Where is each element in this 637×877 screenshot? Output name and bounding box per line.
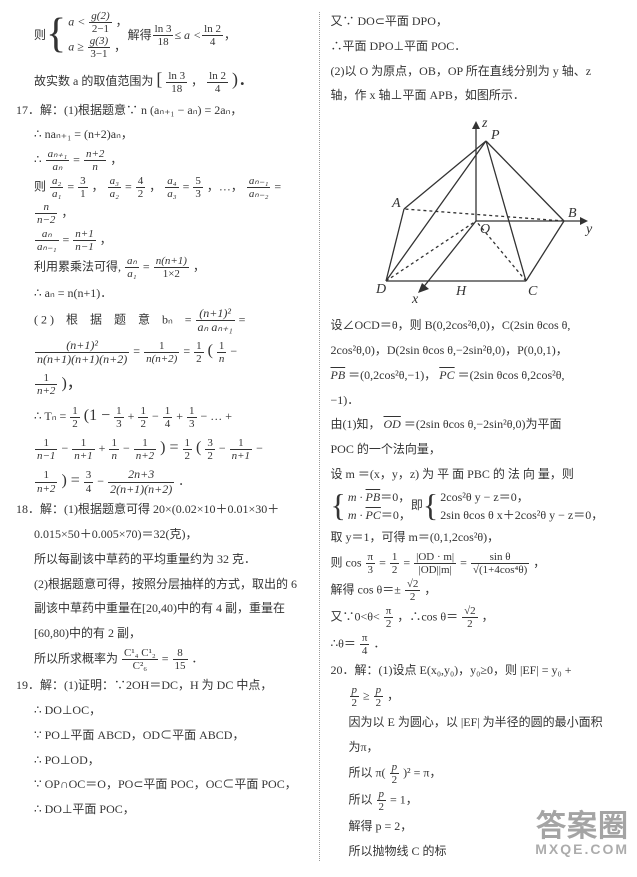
- text-line: 利用累乘法可得, aₙa₁ = n(n+1)1×2 ，: [16, 255, 307, 280]
- text-line: 轴，作 x 轴⊥平面 APB，如图所示．: [331, 84, 622, 107]
- text-line: 解得 cos θ＝± √22 ，: [331, 578, 622, 603]
- text-line: 1n−1 − 1n+1 + 1n − 1n+2 ) = 12 ( 32 − 1n…: [16, 433, 307, 463]
- text-line: 所以所求概率为 C¹₄ C¹₂C²₆ = 815 ．: [16, 647, 307, 672]
- text-line: ∴ DO⊥OC，: [16, 699, 307, 722]
- text-line: 则 cos π3 = 12 = |OD · m||OD||m| = sin θ√…: [331, 551, 622, 576]
- label-C: C: [528, 284, 538, 299]
- text-line: 0.015×50＋0.005×70)＝32(克)，: [16, 523, 307, 546]
- text-line: 1n+2 ) = 34 − 2n+32(n+1)(n+2) ．: [16, 466, 307, 496]
- text-line: ∴ DO⊥平面 POC，: [16, 798, 307, 821]
- text-line: 设 m ＝(x，y，z) 为 平 面 PBC 的 法 向 量，则: [331, 463, 622, 486]
- sys-eq: { m · PB＝0， m · PC＝0， 即 { 2cos²θ y − z＝0…: [331, 488, 622, 524]
- text-line: −1)．: [331, 389, 622, 412]
- label-O: O: [480, 222, 490, 237]
- text-line: 所以 π( p2 )² = π，: [331, 761, 622, 786]
- text-line: 副该中草药中重量在[20,40)中的有 4 副，重量在: [16, 597, 307, 620]
- text-line: (2)根据题意可得，按照分层抽样的方式，取出的 6: [16, 573, 307, 596]
- text-line: 所以抛物线 C 的标: [331, 840, 622, 863]
- column-divider: [319, 12, 320, 861]
- text-line: 所以每副该中草药的平均重量约为 32 克．: [16, 548, 307, 571]
- brace-icon: {: [46, 18, 66, 52]
- text-line: ∴θ＝ π4 ．: [331, 632, 622, 657]
- left-column: 则 { a < g(2)2−1 ， a ≥ g(3)3−1 ， 解得 ln 31…: [10, 8, 319, 865]
- text-line: ( 2 ) 根 据 题 意 bₙ = (n+1)²aₙ aₙ₊₁ =: [16, 307, 307, 334]
- text-line: 由(1)知， OD ＝(2sin θcos θ,−2sin²θ,0)为平面: [331, 413, 622, 436]
- text-line: ∵ PO⊥平面 ABCD，OD⊂平面 ABCD，: [16, 724, 307, 747]
- brace-content: a < g(2)2−1 ， a ≥ g(3)3−1 ，: [68, 10, 127, 60]
- text-line: ∵ OP∩OC＝O，PO⊂平面 POC，OC⊂平面 POC，: [16, 773, 307, 796]
- text-line: 取 y＝1，可得 m＝(0,1,2cos²θ)，: [331, 526, 622, 549]
- text-line: (n+1)²n(n+1)(n+1)(n+2) = 1n(n+2) = 12 ( …: [16, 336, 307, 366]
- text: 则: [34, 24, 46, 47]
- text-line: ∴ Tₙ = 12 (1 − 13 + 12 − 14 + 13 − … +: [16, 401, 307, 431]
- q18-head: 18．解：(1)根据题意可得 20×(0.02×10＋0.01×30＋: [16, 498, 307, 521]
- text-line: ∴ aₙ₊₁aₙ = n+2n ，: [16, 148, 307, 173]
- text-line: 2cos²θ,0)，D(2sin θcos θ,−2sin²θ,0)，P(0,0…: [331, 339, 622, 362]
- text-line: 又∵ DO⊂平面 DPO，: [331, 10, 622, 33]
- q20-head: 20．解：(1)设点 E(x₀,y₀)，y₀≥0，则 |EF| = y₀ +: [331, 659, 622, 682]
- pyramid-diagram: z P A B y C D H O x: [331, 113, 622, 308]
- label-A: A: [391, 196, 401, 211]
- label-B: B: [568, 206, 577, 221]
- vector: OD: [384, 417, 401, 431]
- label-D: D: [375, 282, 386, 297]
- text-line: ∴ naₙ₊₁ = (n+2)aₙ，: [16, 123, 307, 146]
- label-H: H: [455, 284, 467, 299]
- text-line: PB ＝(0,2cos²θ,−1)， PC ＝(2sin θcos θ,2cos…: [331, 364, 622, 387]
- page: 则 { a < g(2)2−1 ， a ≥ g(3)3−1 ， 解得 ln 31…: [10, 8, 627, 865]
- text-line: 为π，: [331, 736, 622, 759]
- text-line: ∴平面 DPO⊥平面 POC．: [331, 35, 622, 58]
- vector: PC: [439, 368, 454, 382]
- text-line: p2 ≥ p2 ，: [331, 684, 622, 709]
- q19-head: 19．解：(1)证明：∵2OH＝DC，H 为 DC 中点，: [16, 674, 307, 697]
- text-line: 1n+2 )，: [16, 369, 307, 399]
- text-line: 解得 p = 2，: [331, 815, 622, 838]
- q17-head: 17．解：(1)根据题意∵ n (aₙ₊₁ − aₙ) = 2aₙ，: [16, 99, 307, 122]
- label-P: P: [490, 128, 500, 143]
- text-line: 所以 p2 = 1，: [331, 788, 622, 813]
- text-line: 设∠OCD＝θ，则 B(0,2cos²θ,0)，C(2sin θcos θ,: [331, 314, 622, 337]
- label-z: z: [481, 116, 488, 131]
- text-line: 又∵0<θ< π2 ，∴cos θ＝ √22 ，: [331, 605, 622, 630]
- sys-ineq: 则 { a < g(2)2−1 ， a ≥ g(3)3−1 ， 解得 ln 31…: [16, 10, 307, 60]
- text-line: (2)以 O 为原点，OB，OP 所在直线分别为 y 轴、z: [331, 60, 622, 83]
- text-line: ∴ aₙ = n(n+1)．: [16, 282, 307, 305]
- brace-icon: {: [331, 491, 346, 520]
- text-line: POC 的一个法向量，: [331, 438, 622, 461]
- text-line: 则 a₂a₁ = 31 ， a₃a₂ = 42 ， a₄a₃ = 53 ，…， …: [16, 175, 307, 225]
- text-line: [60,80)中的有 2 副，: [16, 622, 307, 645]
- label-y: y: [584, 222, 593, 237]
- text-line: 故实数 a 的取值范围为 [ ln 318 ， ln 24 )．: [16, 62, 307, 96]
- label-x: x: [411, 292, 419, 307]
- brace-icon: {: [423, 491, 438, 520]
- vector: PB: [331, 368, 346, 382]
- text-line: ∴ PO⊥OD，: [16, 749, 307, 772]
- text-line: 因为以 E 为圆心，以 |EF| 为半径的圆的最小面积: [331, 711, 622, 734]
- diagram-svg: z P A B y C D H O x: [356, 113, 596, 308]
- right-column: 又∵ DO⊂平面 DPO， ∴平面 DPO⊥平面 POC． (2)以 O 为原点…: [319, 8, 628, 865]
- text-line: aₙaₙ₋₁ = n+1n−1 ，: [16, 228, 307, 253]
